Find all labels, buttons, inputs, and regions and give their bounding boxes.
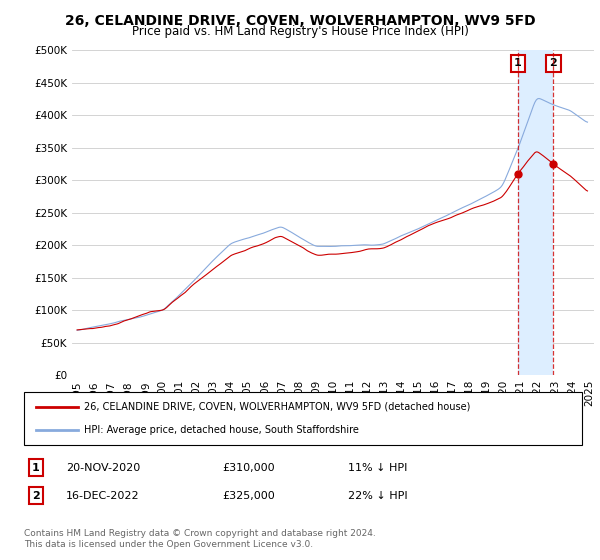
Text: 2: 2 — [550, 58, 557, 68]
Text: £310,000: £310,000 — [222, 463, 275, 473]
Text: HPI: Average price, detached house, South Staffordshire: HPI: Average price, detached house, Sout… — [84, 425, 359, 435]
Text: 22% ↓ HPI: 22% ↓ HPI — [348, 491, 407, 501]
Text: 1: 1 — [32, 463, 40, 473]
Text: Price paid vs. HM Land Registry's House Price Index (HPI): Price paid vs. HM Land Registry's House … — [131, 25, 469, 38]
Text: Contains HM Land Registry data © Crown copyright and database right 2024.
This d: Contains HM Land Registry data © Crown c… — [24, 529, 376, 549]
Text: 20-NOV-2020: 20-NOV-2020 — [66, 463, 140, 473]
Text: £325,000: £325,000 — [222, 491, 275, 501]
Bar — [518, 50, 553, 375]
Text: 1: 1 — [514, 58, 521, 68]
Text: 11% ↓ HPI: 11% ↓ HPI — [348, 463, 407, 473]
Text: 16-DEC-2022: 16-DEC-2022 — [66, 491, 140, 501]
Text: 2: 2 — [32, 491, 40, 501]
Text: 26, CELANDINE DRIVE, COVEN, WOLVERHAMPTON, WV9 5FD: 26, CELANDINE DRIVE, COVEN, WOLVERHAMPTO… — [65, 14, 535, 28]
Text: 26, CELANDINE DRIVE, COVEN, WOLVERHAMPTON, WV9 5FD (detached house): 26, CELANDINE DRIVE, COVEN, WOLVERHAMPTO… — [84, 402, 470, 412]
